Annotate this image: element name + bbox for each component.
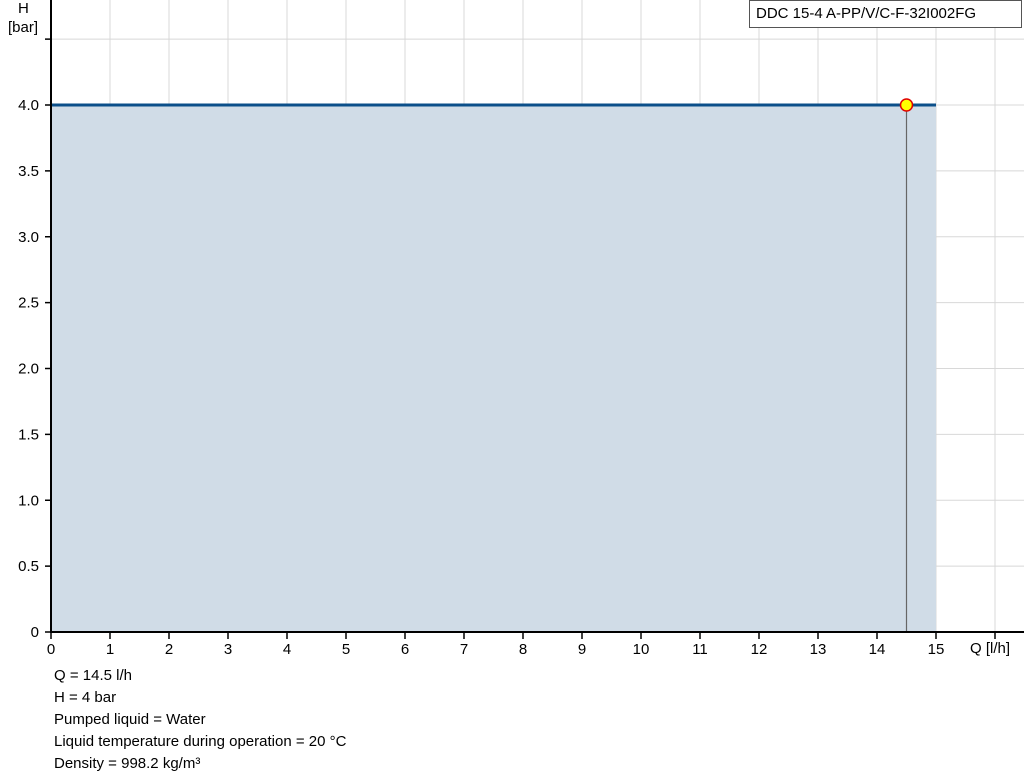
info-liquid: Pumped liquid = Water: [54, 711, 206, 728]
x-tick-label: 12: [751, 641, 768, 658]
x-tick-label: 3: [224, 641, 232, 658]
info-head: H = 4 bar: [54, 689, 117, 706]
y-tick-label: 2.0: [18, 361, 39, 378]
x-tick-label: 4: [283, 641, 291, 658]
y-tick-label: 1.5: [18, 426, 39, 443]
info-temperature: Liquid temperature during operation = 20…: [54, 733, 347, 750]
x-tick-label: 5: [342, 641, 350, 658]
x-tick-label: 1: [106, 641, 114, 658]
x-tick-label: 14: [869, 641, 886, 658]
y-tick-label: 0.5: [18, 558, 39, 575]
x-tick-label: 7: [460, 641, 468, 658]
info-flow: Q = 14.5 l/h: [54, 667, 132, 684]
x-tick-label: 6: [401, 641, 409, 658]
x-tick-label: 2: [165, 641, 173, 658]
x-tick-label: 10: [633, 641, 650, 658]
y-tick-label: 3.0: [18, 229, 39, 246]
x-tick-label: 8: [519, 641, 527, 658]
x-tick-label: 15: [928, 641, 945, 658]
y-tick-label: 3.5: [18, 163, 39, 180]
y-axis-label-unit: [bar]: [8, 19, 39, 36]
curve-area: [51, 105, 936, 632]
x-tick-label: 0: [47, 641, 55, 658]
y-tick-label: 2.5: [18, 295, 39, 312]
y-tick-label: 1.0: [18, 492, 39, 509]
info-density: Density = 998.2 kg/m³: [54, 755, 201, 772]
x-axis-label: Q [l/h]: [970, 640, 1011, 657]
operating-point-marker: [899, 98, 914, 112]
operating-info: Q = 14.5 l/h H = 4 bar Pumped liquid = W…: [54, 665, 346, 775]
y-tick-label: 0: [31, 624, 39, 641]
x-tick-label: 9: [578, 641, 586, 658]
x-tick-label: 11: [692, 641, 708, 658]
y-tick-label: 4.0: [18, 97, 39, 114]
legend-product-name: DDC 15-4 A-PP/V/C-F-32I002FG: [749, 0, 1022, 28]
y-axis-label-h: H: [18, 0, 29, 17]
x-tick-label: 13: [810, 641, 827, 658]
